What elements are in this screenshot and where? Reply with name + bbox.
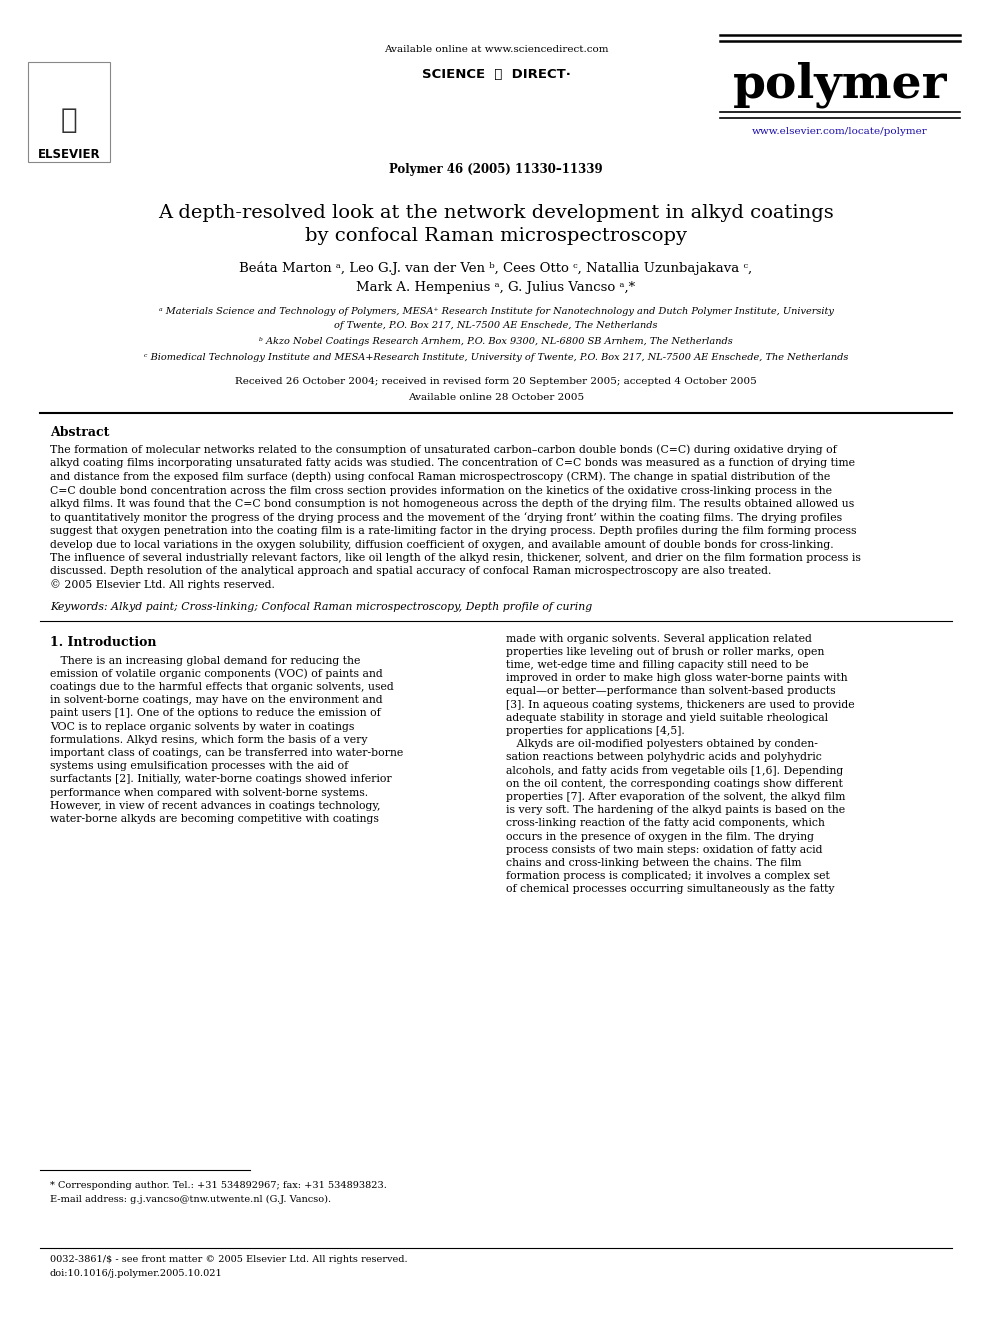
Text: surfactants [2]. Initially, water-borne coatings showed inferior: surfactants [2]. Initially, water-borne … <box>50 774 392 785</box>
Text: coatings due to the harmful effects that organic solvents, used: coatings due to the harmful effects that… <box>50 681 394 692</box>
Text: in solvent-borne coatings, may have on the environment and: in solvent-borne coatings, may have on t… <box>50 695 383 705</box>
Text: suggest that oxygen penetration into the coating film is a rate-limiting factor : suggest that oxygen penetration into the… <box>50 527 856 536</box>
Text: polymer: polymer <box>733 62 947 108</box>
Text: is very soft. The hardening of the alkyd paints is based on the: is very soft. The hardening of the alkyd… <box>506 806 845 815</box>
Text: © 2005 Elsevier Ltd. All rights reserved.: © 2005 Elsevier Ltd. All rights reserved… <box>50 579 275 590</box>
Text: improved in order to make high gloss water-borne paints with: improved in order to make high gloss wat… <box>506 673 847 683</box>
Text: VOC is to replace organic solvents by water in coatings: VOC is to replace organic solvents by wa… <box>50 721 354 732</box>
Text: properties like leveling out of brush or roller marks, open: properties like leveling out of brush or… <box>506 647 824 656</box>
Text: ᵃ Materials Science and Technology of Polymers, MESA⁺ Research Institute for Nan: ᵃ Materials Science and Technology of Po… <box>159 307 833 316</box>
Text: Beáta Marton ᵃ, Leo G.J. van der Ven ᵇ, Cees Otto ᶜ, Natallia Uzunbajakava ᶜ,: Beáta Marton ᵃ, Leo G.J. van der Ven ᵇ, … <box>239 261 753 275</box>
Text: equal—or better—performance than solvent-based products: equal—or better—performance than solvent… <box>506 687 835 696</box>
Text: 1. Introduction: 1. Introduction <box>50 636 157 650</box>
Text: alkyd films. It was found that the C=C bond consumption is not homogeneous acros: alkyd films. It was found that the C=C b… <box>50 499 854 509</box>
Text: Keywords: Alkyd paint; Cross-linking; Confocal Raman microspectroscopy, Depth pr: Keywords: Alkyd paint; Cross-linking; Co… <box>50 602 592 611</box>
Text: on the oil content, the corresponding coatings show different: on the oil content, the corresponding co… <box>506 779 843 789</box>
Text: However, in view of recent advances in coatings technology,: However, in view of recent advances in c… <box>50 800 381 811</box>
Text: paint users [1]. One of the options to reduce the emission of: paint users [1]. One of the options to r… <box>50 708 381 718</box>
Text: by confocal Raman microspectroscopy: by confocal Raman microspectroscopy <box>305 228 687 245</box>
Text: occurs in the presence of oxygen in the film. The drying: occurs in the presence of oxygen in the … <box>506 831 814 841</box>
Text: Alkyds are oil-modified polyesters obtained by conden-: Alkyds are oil-modified polyesters obtai… <box>506 740 817 749</box>
Text: made with organic solvents. Several application related: made with organic solvents. Several appl… <box>506 634 811 643</box>
Text: 🌲: 🌲 <box>61 106 77 134</box>
Text: alcohols, and fatty acids from vegetable oils [1,6]. Depending: alcohols, and fatty acids from vegetable… <box>506 766 843 775</box>
Text: ᵇ Akzo Nobel Coatings Research Arnhem, P.O. Box 9300, NL-6800 SB Arnhem, The Net: ᵇ Akzo Nobel Coatings Research Arnhem, P… <box>259 337 733 347</box>
Text: Polymer 46 (2005) 11330–11339: Polymer 46 (2005) 11330–11339 <box>389 164 603 176</box>
Bar <box>28 62 110 161</box>
Text: important class of coatings, can be transferred into water-borne: important class of coatings, can be tran… <box>50 747 404 758</box>
Text: The influence of several industrially relevant factors, like oil length of the a: The influence of several industrially re… <box>50 553 861 564</box>
Text: ELSEVIER: ELSEVIER <box>38 148 100 161</box>
Text: [3]. In aqueous coating systems, thickeners are used to provide: [3]. In aqueous coating systems, thicken… <box>506 700 855 709</box>
Text: water-borne alkyds are becoming competitive with coatings: water-borne alkyds are becoming competit… <box>50 814 379 824</box>
Text: Available online 28 October 2005: Available online 28 October 2005 <box>408 393 584 401</box>
Text: alkyd coating films incorporating unsaturated fatty acids was studied. The conce: alkyd coating films incorporating unsatu… <box>50 459 855 468</box>
Text: to quantitatively monitor the progress of the drying process and the movement of: to quantitatively monitor the progress o… <box>50 512 842 523</box>
Text: Mark A. Hempenius ᵃ, G. Julius Vancso ᵃ,*: Mark A. Hempenius ᵃ, G. Julius Vancso ᵃ,… <box>356 282 636 295</box>
Text: cross-linking reaction of the fatty acid components, which: cross-linking reaction of the fatty acid… <box>506 819 825 828</box>
Text: Available online at www.sciencedirect.com: Available online at www.sciencedirect.co… <box>384 45 608 54</box>
Text: chains and cross-linking between the chains. The film: chains and cross-linking between the cha… <box>506 857 802 868</box>
Text: of chemical processes occurring simultaneously as the fatty: of chemical processes occurring simultan… <box>506 884 834 894</box>
Text: develop due to local variations in the oxygen solubility, diffusion coefficient : develop due to local variations in the o… <box>50 540 833 549</box>
Text: performance when compared with solvent-borne systems.: performance when compared with solvent-b… <box>50 787 368 798</box>
Text: C=C double bond concentration across the film cross section provides information: C=C double bond concentration across the… <box>50 486 832 496</box>
Text: There is an increasing global demand for reducing the: There is an increasing global demand for… <box>50 655 360 665</box>
Text: systems using emulsification processes with the aid of: systems using emulsification processes w… <box>50 761 348 771</box>
Text: A depth-resolved look at the network development in alkyd coatings: A depth-resolved look at the network dev… <box>158 204 834 222</box>
Text: doi:10.1016/j.polymer.2005.10.021: doi:10.1016/j.polymer.2005.10.021 <box>50 1270 223 1278</box>
Text: of Twente, P.O. Box 217, NL-7500 AE Enschede, The Netherlands: of Twente, P.O. Box 217, NL-7500 AE Ensc… <box>334 321 658 331</box>
Text: process consists of two main steps: oxidation of fatty acid: process consists of two main steps: oxid… <box>506 844 822 855</box>
Text: emission of volatile organic components (VOC) of paints and: emission of volatile organic components … <box>50 668 383 679</box>
Text: properties [7]. After evaporation of the solvent, the alkyd film: properties [7]. After evaporation of the… <box>506 792 845 802</box>
Text: adequate stability in storage and yield suitable rheological: adequate stability in storage and yield … <box>506 713 828 722</box>
Text: 0032-3861/$ - see front matter © 2005 Elsevier Ltd. All rights reserved.: 0032-3861/$ - see front matter © 2005 El… <box>50 1256 408 1265</box>
Text: discussed. Depth resolution of the analytical approach and spatial accuracy of c: discussed. Depth resolution of the analy… <box>50 566 772 577</box>
Text: Received 26 October 2004; received in revised form 20 September 2005; accepted 4: Received 26 October 2004; received in re… <box>235 377 757 386</box>
Text: SCIENCE  ⓓ  DIRECT·: SCIENCE ⓓ DIRECT· <box>422 69 570 82</box>
Text: formation process is complicated; it involves a complex set: formation process is complicated; it inv… <box>506 871 829 881</box>
Text: ᶜ Biomedical Technology Institute and MESA+Research Institute, University of Twe: ᶜ Biomedical Technology Institute and ME… <box>144 352 848 361</box>
Text: formulations. Alkyd resins, which form the basis of a very: formulations. Alkyd resins, which form t… <box>50 734 367 745</box>
Text: sation reactions between polyhydric acids and polyhydric: sation reactions between polyhydric acid… <box>506 753 821 762</box>
Text: Abstract: Abstract <box>50 426 109 438</box>
Text: E-mail address: g.j.vancso@tnw.utwente.nl (G.J. Vancso).: E-mail address: g.j.vancso@tnw.utwente.n… <box>50 1195 331 1204</box>
Text: time, wet-edge time and filling capacity still need to be: time, wet-edge time and filling capacity… <box>506 660 808 669</box>
Text: www.elsevier.com/locate/polymer: www.elsevier.com/locate/polymer <box>752 127 928 136</box>
Text: * Corresponding author. Tel.: +31 534892967; fax: +31 534893823.: * Corresponding author. Tel.: +31 534892… <box>50 1181 387 1191</box>
Text: The formation of molecular networks related to the consumption of unsaturated ca: The formation of molecular networks rela… <box>50 445 836 455</box>
Text: properties for applications [4,5].: properties for applications [4,5]. <box>506 726 684 736</box>
Text: and distance from the exposed film surface (depth) using confocal Raman microspe: and distance from the exposed film surfa… <box>50 472 830 483</box>
